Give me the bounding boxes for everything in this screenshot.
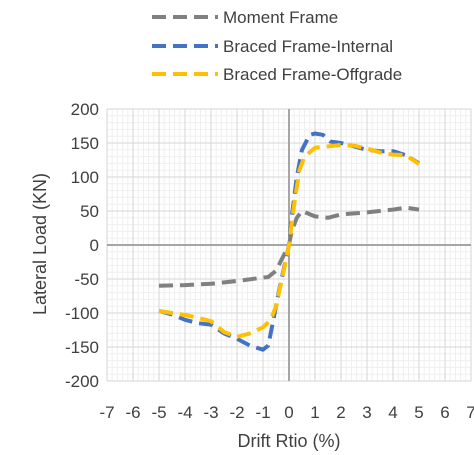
- y-tick-label: -100: [65, 304, 99, 323]
- legend-label-moment-frame: Moment Frame: [223, 8, 338, 27]
- y-tick-label: 50: [80, 202, 99, 221]
- y-tick-label: -200: [65, 372, 99, 391]
- legend: Moment Frame Braced Frame-Internal Brace…: [152, 8, 402, 84]
- x-tick-label: 6: [440, 403, 449, 422]
- x-tick-label: -4: [177, 403, 192, 422]
- x-tick-label: -5: [151, 403, 166, 422]
- x-tick-label: 4: [388, 403, 397, 422]
- x-tick-label: -7: [99, 403, 114, 422]
- series-lines: [158, 131, 421, 352]
- x-tick-label: 3: [362, 403, 371, 422]
- y-tick-label: -150: [65, 338, 99, 357]
- series-line-braced-frame-offgrade: [158, 143, 421, 339]
- x-tick-label: -3: [203, 403, 218, 422]
- x-axis-title: Drift Rtio (%): [238, 431, 341, 451]
- x-tick-label: 0: [284, 403, 293, 422]
- y-tick-label: -50: [74, 270, 99, 289]
- x-tick-label: 7: [466, 403, 474, 422]
- series-line-moment-frame: [158, 205, 420, 288]
- legend-entry-braced-frame-internal: Braced Frame-Internal: [152, 37, 393, 56]
- y-tick-label: 150: [71, 134, 99, 153]
- x-tick-label: 2: [336, 403, 345, 422]
- y-tick-label: 100: [71, 168, 99, 187]
- y-tick-labels: -200 -150 -100 -50 0 50 100 150 200: [65, 100, 99, 391]
- y-tick-label: 0: [90, 236, 99, 255]
- x-tick-label: 5: [414, 403, 423, 422]
- x-tick-label: -6: [125, 403, 140, 422]
- y-axis-title: Lateral Load (KN): [30, 173, 50, 315]
- x-tick-labels: -7 -6 -5 -4 -3 -2 -1 0 1 2 3 4 5 6 7: [99, 403, 474, 422]
- y-tick-label: 200: [71, 100, 99, 119]
- legend-label-braced-frame-internal: Braced Frame-Internal: [223, 37, 393, 56]
- x-tick-label: -1: [255, 403, 270, 422]
- legend-entry-moment-frame: Moment Frame: [152, 8, 338, 27]
- legend-entry-braced-frame-offgrade: Braced Frame-Offgrade: [152, 65, 402, 84]
- legend-label-braced-frame-offgrade: Braced Frame-Offgrade: [223, 65, 402, 84]
- x-tick-label: -2: [229, 403, 244, 422]
- x-tick-label: 1: [310, 403, 319, 422]
